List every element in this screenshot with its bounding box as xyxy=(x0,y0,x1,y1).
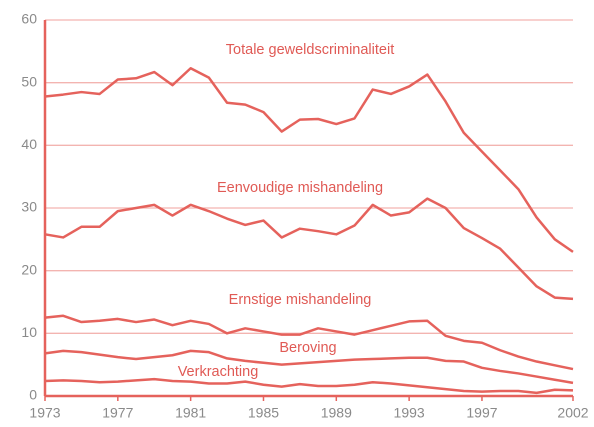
x-tick-label: 1973 xyxy=(29,405,60,421)
series-label: Beroving xyxy=(279,340,336,356)
y-tick-label: 20 xyxy=(21,261,37,277)
y-tick-label: 50 xyxy=(21,73,37,89)
x-tick-label: 1989 xyxy=(321,405,352,421)
series-line xyxy=(44,197,574,301)
x-tick-label: 1977 xyxy=(102,405,133,421)
series-label: Ernstige mishandeling xyxy=(229,292,372,308)
x-tick-label: 2002 xyxy=(557,405,588,421)
series-line xyxy=(44,349,574,385)
series-label: Totale geweldscriminaliteit xyxy=(226,42,394,58)
y-tick-label: 40 xyxy=(21,136,37,152)
series-label: Eenvoudige mishandeling xyxy=(217,180,383,196)
x-tick-label: 1985 xyxy=(248,405,279,421)
series-label: Verkrachting xyxy=(178,364,259,380)
y-tick-label: 60 xyxy=(21,11,37,27)
x-tick-label: 1997 xyxy=(466,405,497,421)
y-tick-label: 10 xyxy=(21,324,37,340)
series-line xyxy=(44,67,574,253)
series-line xyxy=(44,377,574,395)
x-tick-label: 1981 xyxy=(175,405,206,421)
series-line xyxy=(44,314,574,371)
y-tick-label: 0 xyxy=(29,387,37,403)
y-tick-label: 30 xyxy=(21,199,37,215)
x-tick-label: 1993 xyxy=(394,405,425,421)
